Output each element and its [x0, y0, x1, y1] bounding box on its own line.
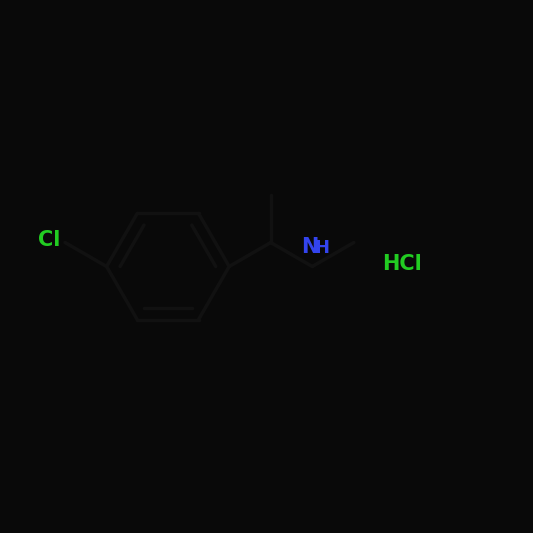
Text: HCl: HCl	[382, 254, 422, 274]
Text: H: H	[314, 239, 329, 257]
Text: Cl: Cl	[38, 230, 61, 250]
Text: N: N	[301, 237, 318, 257]
